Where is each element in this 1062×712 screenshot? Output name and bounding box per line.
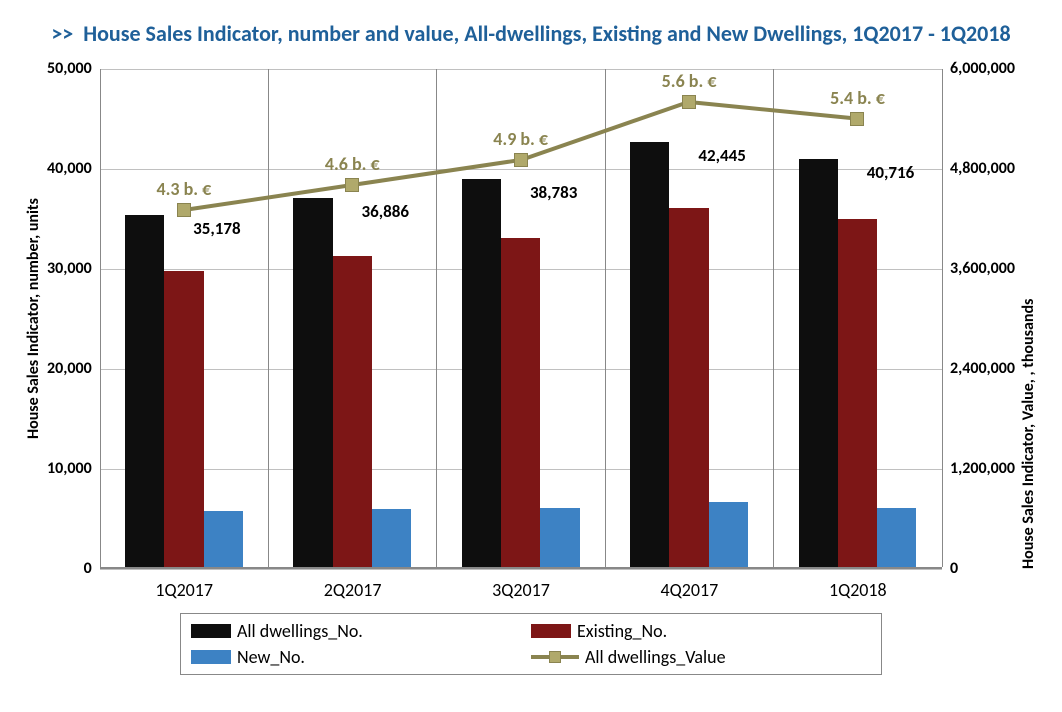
- legend-item: All dwellings_No.: [191, 618, 531, 644]
- y-right-axis-label: House Sales Indicator, Value, , thousand…: [1015, 69, 1042, 569]
- chart-container: >> House Sales Indicator, number and val…: [20, 20, 1042, 675]
- chart-title: >> House Sales Indicator, number and val…: [20, 20, 1042, 49]
- gridline: [100, 569, 942, 570]
- bar-data-label: 42,445: [698, 145, 745, 166]
- legend-swatch: [191, 650, 231, 664]
- bar: [333, 256, 372, 567]
- bar-data-label: 40,716: [867, 162, 914, 183]
- bar: [799, 159, 838, 566]
- legend-swatch: [531, 650, 579, 664]
- legend-label: All dwellings_No.: [237, 620, 363, 642]
- bar: [540, 508, 579, 567]
- line-marker: [850, 112, 864, 126]
- bar: [877, 508, 916, 567]
- x-tick: 1Q2018: [774, 575, 942, 601]
- title-prefix: >>: [51, 20, 73, 47]
- legend-item: New_No.: [191, 644, 531, 670]
- vline: [436, 69, 437, 567]
- line-data-label: 4.3 b. €: [156, 178, 211, 200]
- plot-wrap: House Sales Indicator, number, units 50,…: [20, 69, 1042, 569]
- line-data-label: 5.6 b. €: [662, 70, 717, 92]
- y-left-axis-label: House Sales Indicator, number, units: [20, 69, 47, 569]
- legend-swatch: [531, 624, 571, 638]
- bar: [501, 238, 540, 567]
- bar: [462, 179, 501, 567]
- legend-label: Existing_No.: [577, 620, 667, 642]
- x-tick: 4Q2017: [605, 575, 773, 601]
- vline: [605, 69, 606, 567]
- x-tick: 1Q2017: [100, 575, 268, 601]
- legend-label: All dwellings_Value: [585, 646, 726, 668]
- line-marker: [682, 95, 696, 109]
- bar: [125, 215, 164, 567]
- x-tick: 3Q2017: [437, 575, 605, 601]
- plot-area: 35,178 36,886 38,783 42,445 40,716 4.3 b. € 4.…: [100, 69, 942, 569]
- line-data-label: 5.4 b. €: [830, 87, 885, 109]
- bar: [709, 502, 748, 567]
- bar: [372, 509, 411, 567]
- line-marker: [345, 178, 359, 192]
- bar-data-label: 38,783: [530, 182, 577, 203]
- y-left-ticks: 50,00040,00030,00020,00010,0000: [47, 69, 100, 569]
- line-data-label: 4.6 b. €: [325, 153, 380, 175]
- bar: [669, 208, 708, 567]
- legend-label: New_No.: [237, 646, 305, 668]
- x-tick: 2Q2017: [268, 575, 436, 601]
- vline: [100, 69, 101, 567]
- title-text: House Sales Indicator, number and value,…: [83, 20, 1010, 47]
- legend-swatch: [191, 624, 231, 638]
- legend: All dwellings_No. Existing_No. New_No. All …: [180, 613, 882, 675]
- bar-data-label: 35,178: [193, 218, 240, 239]
- bar: [838, 219, 877, 567]
- line-data-label: 4.9 b. €: [493, 128, 548, 150]
- vline: [773, 69, 774, 567]
- legend-item: Existing_No.: [531, 618, 871, 644]
- line-marker: [514, 153, 528, 167]
- bar-data-label: 36,886: [362, 201, 409, 222]
- y-right-ticks: 6,000,0004,800,0003,600,0002,400,0001,20…: [942, 69, 1015, 569]
- line-marker: [177, 203, 191, 217]
- vline: [268, 69, 269, 567]
- legend-item: All dwellings_Value: [531, 644, 871, 670]
- x-axis: 1Q20172Q20173Q20174Q20171Q2018: [20, 575, 1042, 601]
- bar: [630, 142, 669, 566]
- bar: [164, 271, 203, 567]
- bar: [204, 511, 243, 567]
- bar: [293, 198, 332, 567]
- gridline: [100, 69, 942, 70]
